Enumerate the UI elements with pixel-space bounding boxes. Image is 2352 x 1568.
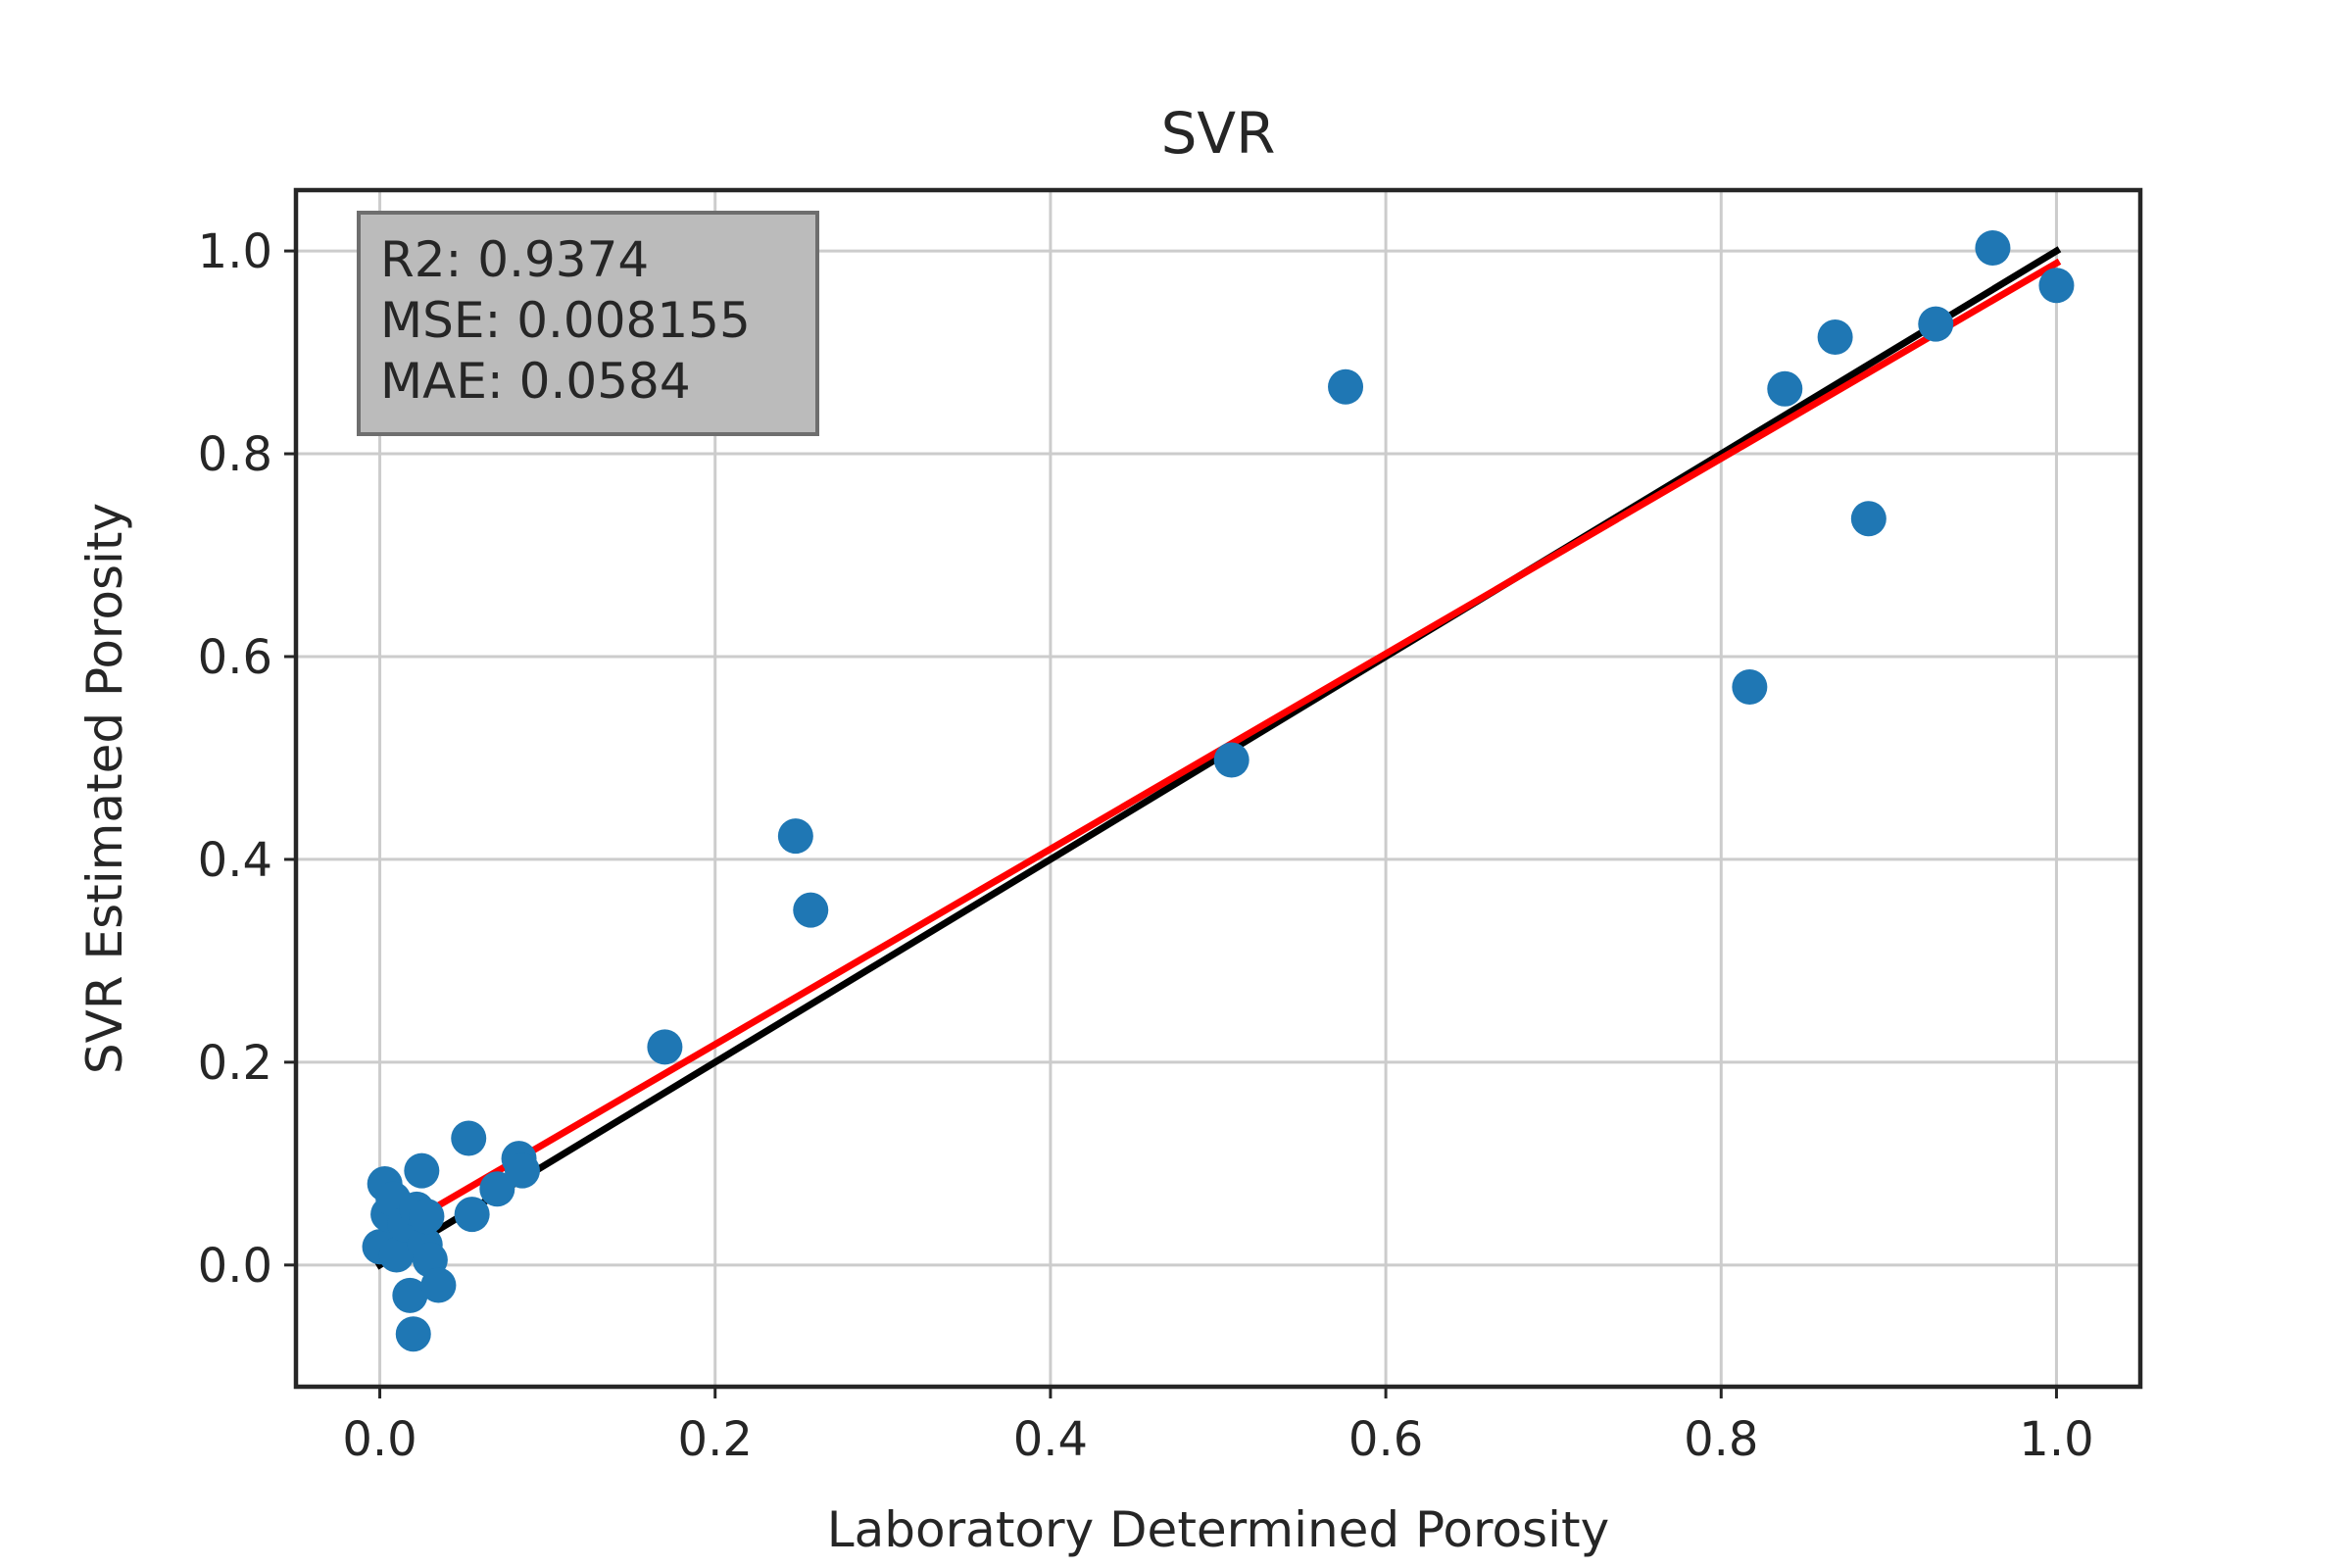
y-axis-label: SVR Estimated Porosity bbox=[76, 503, 133, 1074]
axis-ticks: 0.0 0.2 0.4 0.6 0.8 1.0 0.0 0.2 0.4 0.6 0.8 1.0 bbox=[198, 224, 2094, 1467]
stats-box-background bbox=[357, 211, 819, 436]
scatter-point bbox=[777, 818, 813, 855]
scatter-point bbox=[409, 1199, 445, 1235]
scatter-point bbox=[1732, 669, 1768, 706]
scatter-point bbox=[378, 1237, 415, 1273]
y-tick-label: 0.6 bbox=[198, 630, 272, 685]
chart-title: SVR bbox=[1161, 100, 1276, 167]
x-tick-label: 0.4 bbox=[1013, 1412, 1088, 1467]
scatter-points bbox=[362, 229, 2075, 1352]
scatter-point bbox=[395, 1316, 431, 1352]
plot-frame bbox=[293, 187, 2143, 1390]
scatter-point bbox=[404, 1152, 440, 1189]
scatter-point bbox=[1850, 501, 1886, 537]
scatter-point bbox=[647, 1029, 683, 1065]
x-tick-label: 1.0 bbox=[2019, 1412, 2093, 1467]
x-tick-label: 0.8 bbox=[1684, 1412, 1758, 1467]
x-axis-label: Laboratory Determined Porosity bbox=[827, 1501, 1609, 1558]
scatter-point bbox=[1328, 368, 1364, 405]
x-tick-label: 0.2 bbox=[678, 1412, 753, 1467]
stat-r2: R2: 0.9374 bbox=[380, 231, 649, 288]
stat-mse: MSE: 0.008155 bbox=[380, 292, 751, 349]
y-tick-label: 0.0 bbox=[198, 1239, 272, 1294]
scatter-point bbox=[793, 892, 829, 928]
scatter-point bbox=[1213, 742, 1250, 778]
scatter-point bbox=[454, 1197, 490, 1233]
x-tick-label: 0.6 bbox=[1348, 1412, 1423, 1467]
y-tick-label: 0.2 bbox=[198, 1036, 272, 1091]
scatter-point bbox=[1918, 306, 1954, 342]
x-tick-label: 0.0 bbox=[342, 1412, 416, 1467]
scatter-point bbox=[1817, 319, 1853, 356]
y-tick-label: 1.0 bbox=[198, 224, 272, 279]
scatter-point bbox=[420, 1267, 457, 1303]
scatter-point bbox=[479, 1171, 515, 1207]
scatter-point bbox=[392, 1277, 428, 1313]
stat-mae: MAE: 0.0584 bbox=[380, 353, 691, 410]
scatter-point bbox=[451, 1120, 487, 1156]
scatter-point bbox=[1975, 229, 2011, 266]
stats-box: R2: 0.9374 MSE: 0.008155 MAE: 0.0584 bbox=[357, 211, 819, 436]
y-tick-label: 0.4 bbox=[198, 833, 272, 888]
scatter-point bbox=[504, 1152, 540, 1189]
scatter-point bbox=[1767, 370, 1803, 407]
scatter-point bbox=[2038, 268, 2075, 304]
y-tick-label: 0.8 bbox=[198, 427, 272, 482]
